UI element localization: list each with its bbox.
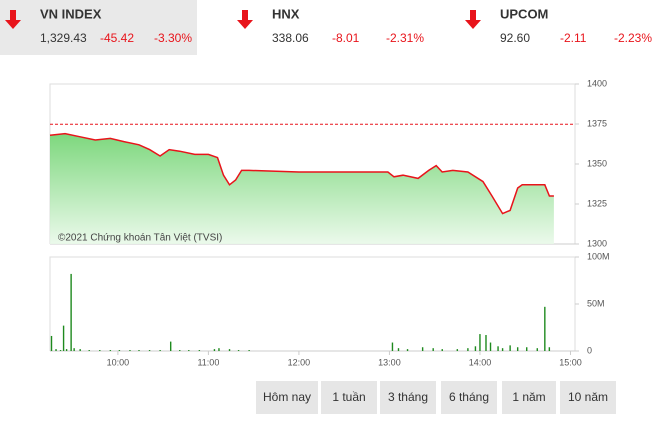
volume-bar [79,349,81,351]
down-arrow [5,10,21,29]
y-tick-label: 50M [587,298,605,308]
volume-bar [421,347,424,351]
y-tick-label: 0 [587,345,592,355]
price-line [49,132,554,215]
volume-bar [73,348,75,351]
volume-bar [169,341,172,351]
ticker-name[interactable]: VN INDEX [40,6,102,21]
volume-bar [138,350,140,351]
volume-bar [497,346,499,351]
volume-bar [88,350,90,351]
volume-bar [228,349,231,351]
volume-bar [485,335,487,351]
down-arrow [237,10,253,29]
ticker-change: -45.42 [100,31,134,45]
y-tick-label: 1325 [587,198,607,208]
ticker-change: -8.01 [332,31,360,45]
range-button[interactable] [380,381,436,414]
volume-bar [188,350,190,351]
area [50,133,554,244]
volume-bar [118,350,121,351]
volume-bar [391,342,394,351]
volume-bar [218,348,220,351]
volume-bar [59,350,62,351]
y-tick-label: 100M [587,251,610,261]
volume-bar [501,348,504,351]
volume-bar [248,350,250,351]
ticker-price: 1,329.43 [40,31,87,45]
volume-bar [474,346,477,351]
ticker-price: 92.60 [500,31,530,45]
range-button[interactable] [502,381,556,414]
x-tick-label: 10:00 [107,357,130,367]
volume-bar [213,349,216,351]
ticker-name[interactable]: HNX [272,6,300,21]
range-button-label[interactable]: 6 tháng [449,390,489,404]
volume-bar [109,350,112,351]
volume-bar [50,335,53,351]
x-tick-label: 11:00 [197,357,219,367]
y-tick-label: 1300 [587,238,607,248]
copyright: ©2021 Chứng khoán Tân Việt (TVSI) [58,233,222,244]
volume-bar [159,350,161,351]
range-button-label[interactable]: Hôm nay [263,390,311,404]
volume-bar [62,325,65,351]
range-button-label[interactable]: 1 tuần [332,390,365,404]
volume-bar [129,350,131,351]
y-tick-label: 1350 [587,158,607,168]
ticker-price: 338.06 [272,31,309,45]
volume-bar [397,348,400,351]
volume-bar [456,349,459,351]
x-tick-label: 15:00 [559,357,582,367]
ticker-change: -2.11 [560,31,587,45]
volume-bar [479,334,481,351]
volume-bar [548,347,551,351]
x-tick-label: 12:00 [288,357,311,367]
volume-bar [70,273,72,351]
volume-bar [516,347,519,351]
ticker-name[interactable]: UPCOM [500,6,548,21]
y-tick-label: 1400 [587,78,607,88]
y-tick-label: 1375 [587,118,607,128]
range-button-label[interactable]: 3 tháng [388,390,428,404]
volume-bar [509,345,511,351]
volume-bar [99,350,101,351]
range-button[interactable] [560,381,616,414]
volume-bar [467,348,469,351]
volume-bar [432,348,434,351]
x-tick-label: 13:00 [378,357,401,367]
volume-bar [55,349,57,351]
ticker-percent: -2.23% [614,31,652,45]
volume-bar [526,347,528,351]
volume-bar [237,350,240,351]
plot-frame [49,256,576,351]
volume-bar [198,350,201,351]
x-tick-label: 14:00 [469,357,492,367]
ticker-percent: -3.30% [154,31,192,45]
volume-bar [148,350,151,351]
volume-bar [441,349,443,351]
volume-bar [179,350,181,351]
volume-bar [536,348,538,351]
range-button[interactable] [321,381,377,414]
volume-bar [406,349,409,351]
volume-bar [65,349,68,351]
ticker-percent: -2.31% [386,31,424,45]
volume-bar [489,342,492,351]
range-button[interactable] [441,381,497,414]
range-button[interactable] [256,381,318,414]
range-button-label[interactable]: 10 năm [568,390,608,404]
range-button-label[interactable]: 1 năm [512,390,545,404]
active-ticker-bg [0,0,197,55]
down-arrow [465,10,481,29]
volume-bar [544,306,546,351]
